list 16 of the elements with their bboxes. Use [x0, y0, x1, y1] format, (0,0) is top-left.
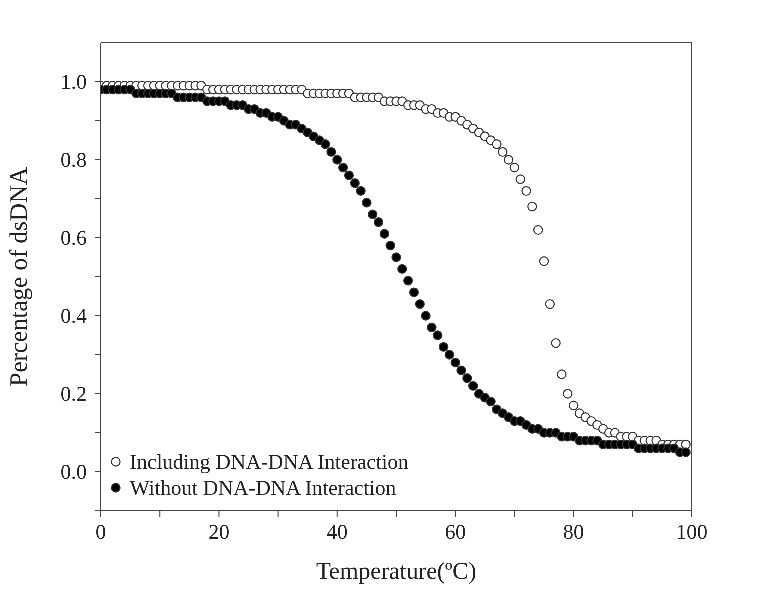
x-tick-label: 100 [676, 520, 708, 544]
y-tick-label: 0.8 [60, 148, 87, 172]
legend-label: Without DNA-DNA Interaction [130, 475, 396, 501]
y-tick-label: 0.6 [60, 226, 87, 250]
y-tick-label: 0.0 [60, 460, 87, 484]
y-axis-title: Percentage of dsDNA [6, 167, 33, 387]
y-tick-label: 1.0 [60, 70, 87, 94]
y-tick-label: 0.2 [60, 382, 87, 406]
x-tick-label: 40 [326, 520, 348, 544]
x-tick-label: 0 [96, 520, 106, 544]
x-tick-label: 60 [445, 520, 466, 544]
x-axis-title: Temperature(ºC) [316, 559, 477, 585]
y-tick-label: 0.4 [60, 304, 88, 328]
legend-label: Including DNA-DNA Interaction [130, 449, 409, 475]
x-tick-label: 20 [208, 520, 230, 544]
x-tick-label: 80 [563, 520, 584, 544]
